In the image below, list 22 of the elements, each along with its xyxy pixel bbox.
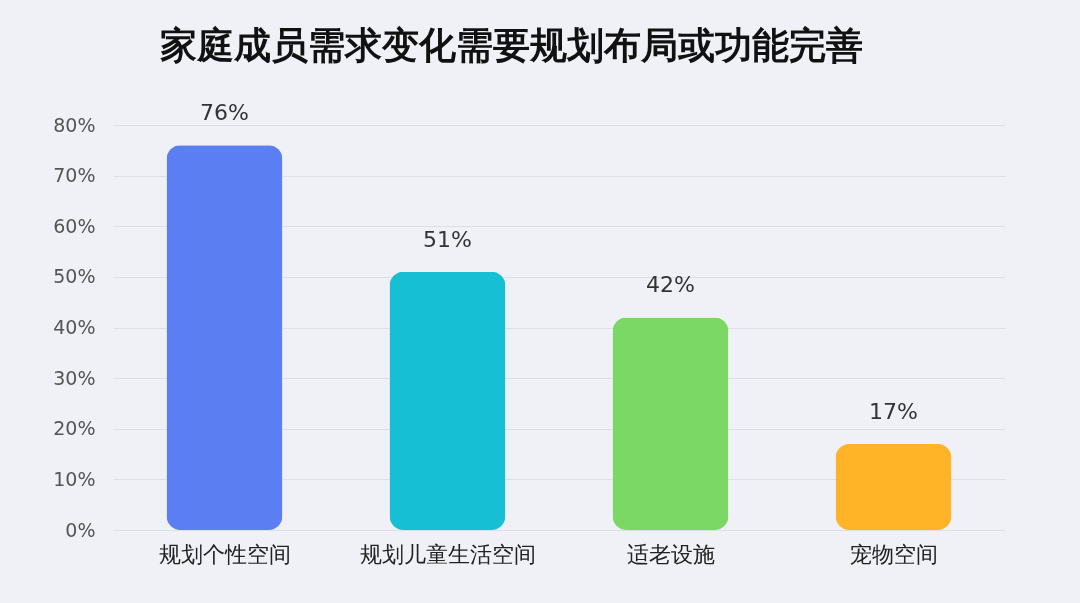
- data-label: 76%: [200, 100, 249, 126]
- y-tick-label: 60%: [53, 214, 96, 237]
- y-tick-label: 10%: [53, 467, 96, 490]
- bar: [835, 443, 952, 530]
- y-tick-label: 0%: [65, 518, 96, 541]
- y-tick-label: 40%: [53, 316, 96, 338]
- x-tick-label: 规划个性空间: [158, 541, 291, 567]
- y-tick-label: 50%: [53, 265, 96, 288]
- data-label: 17%: [869, 398, 918, 424]
- chart-title: 家庭成员需求变化需要规划布局或功能完善: [160, 24, 863, 68]
- y-tick-label: 30%: [53, 366, 96, 389]
- y-tick-label: 70%: [53, 164, 96, 187]
- y-tick-label: 20%: [53, 417, 96, 440]
- data-label: 42%: [646, 272, 695, 298]
- x-tick-label: 规划儿童生活空间: [359, 541, 536, 567]
- bar: [612, 317, 729, 530]
- x-tick-label: 宠物空间: [849, 541, 938, 567]
- bar: [389, 271, 506, 530]
- y-tick-label: 80%: [53, 113, 96, 136]
- data-label: 51%: [423, 226, 472, 252]
- bar: [166, 145, 283, 530]
- x-tick-label: 适老设施: [626, 541, 715, 567]
